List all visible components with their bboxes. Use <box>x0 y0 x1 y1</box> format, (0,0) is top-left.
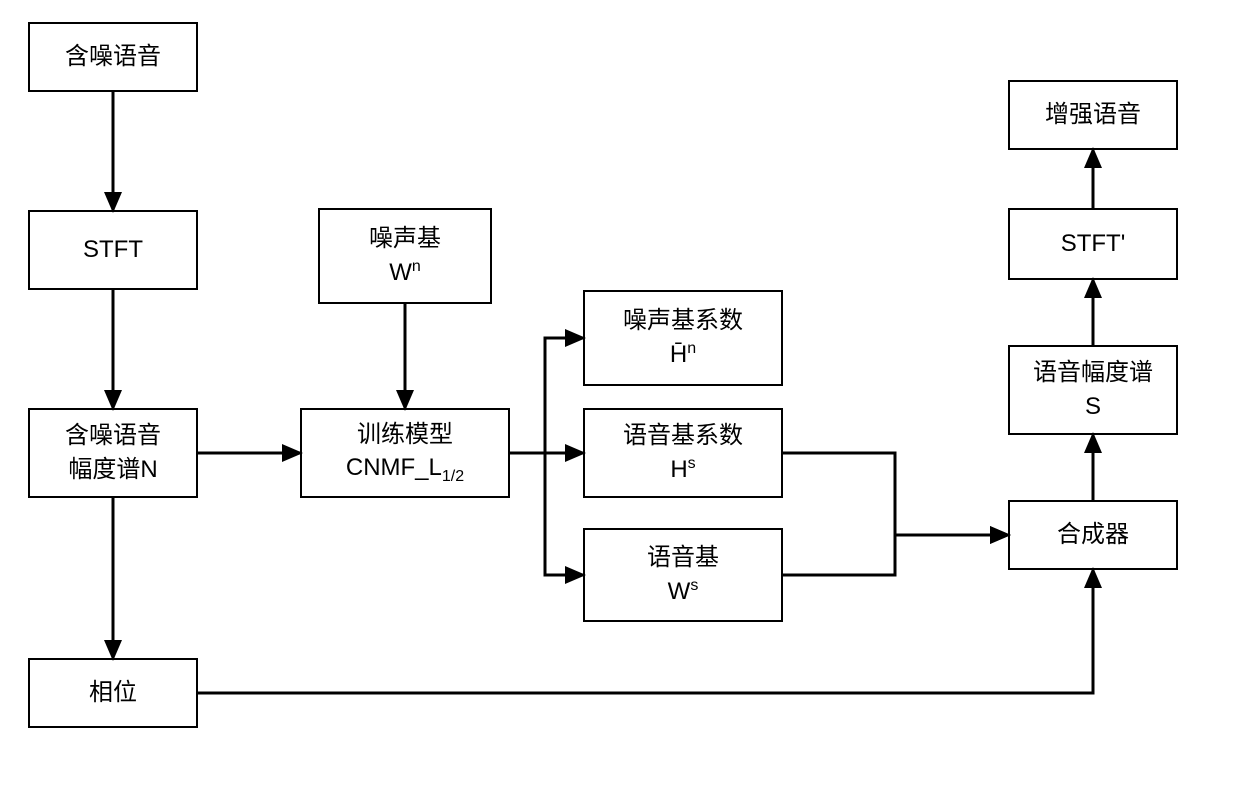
label-speech-coef-1: 语音基系数 <box>623 419 743 453</box>
label-noise-basis-1: 噪声基 <box>369 222 441 256</box>
node-phase: 相位 <box>28 658 198 728</box>
label-phase: 相位 <box>89 676 137 710</box>
label-speech-spectrum-2: S <box>1085 390 1101 424</box>
label-train-model-2: CNMF_L1/2 <box>346 451 464 488</box>
node-noise-basis: 噪声基 Wn <box>318 208 492 304</box>
node-stft: STFT <box>28 210 198 290</box>
node-speech-basis: 语音基 Ws <box>583 528 783 622</box>
node-noisy-spectrum: 含噪语音 幅度谱N <box>28 408 198 498</box>
label-train-model-1: 训练模型 <box>357 418 453 452</box>
label-stft: STFT <box>83 233 143 267</box>
node-speech-coef: 语音基系数 Hs <box>583 408 783 498</box>
node-stft-inv: STFT' <box>1008 208 1178 280</box>
label-noisy-spectrum-1: 含噪语音 <box>65 419 161 453</box>
node-noise-coef: 噪声基系数 H̄n <box>583 290 783 386</box>
label-speech-spectrum-1: 语音幅度谱 <box>1033 356 1153 390</box>
label-speech-basis-1: 语音基 <box>647 541 719 575</box>
label-speech-basis-2: Ws <box>668 575 699 609</box>
node-speech-spectrum: 语音幅度谱 S <box>1008 345 1178 435</box>
node-enhanced: 增强语音 <box>1008 80 1178 150</box>
node-noisy-speech: 含噪语音 <box>28 22 198 92</box>
label-synthesizer: 合成器 <box>1057 518 1129 552</box>
label-noisy-spectrum-2: 幅度谱N <box>68 453 157 487</box>
node-synthesizer: 合成器 <box>1008 500 1178 570</box>
label-stft-inv: STFT' <box>1061 227 1126 261</box>
node-train-model: 训练模型 CNMF_L1/2 <box>300 408 510 498</box>
label-noise-basis-2: Wn <box>389 256 421 290</box>
label-speech-coef-2: Hs <box>670 453 695 487</box>
label-noisy-speech: 含噪语音 <box>65 40 161 74</box>
label-noise-coef-2: H̄n <box>670 338 696 372</box>
label-enhanced: 增强语音 <box>1045 98 1141 132</box>
label-noise-coef-1: 噪声基系数 <box>623 304 743 338</box>
